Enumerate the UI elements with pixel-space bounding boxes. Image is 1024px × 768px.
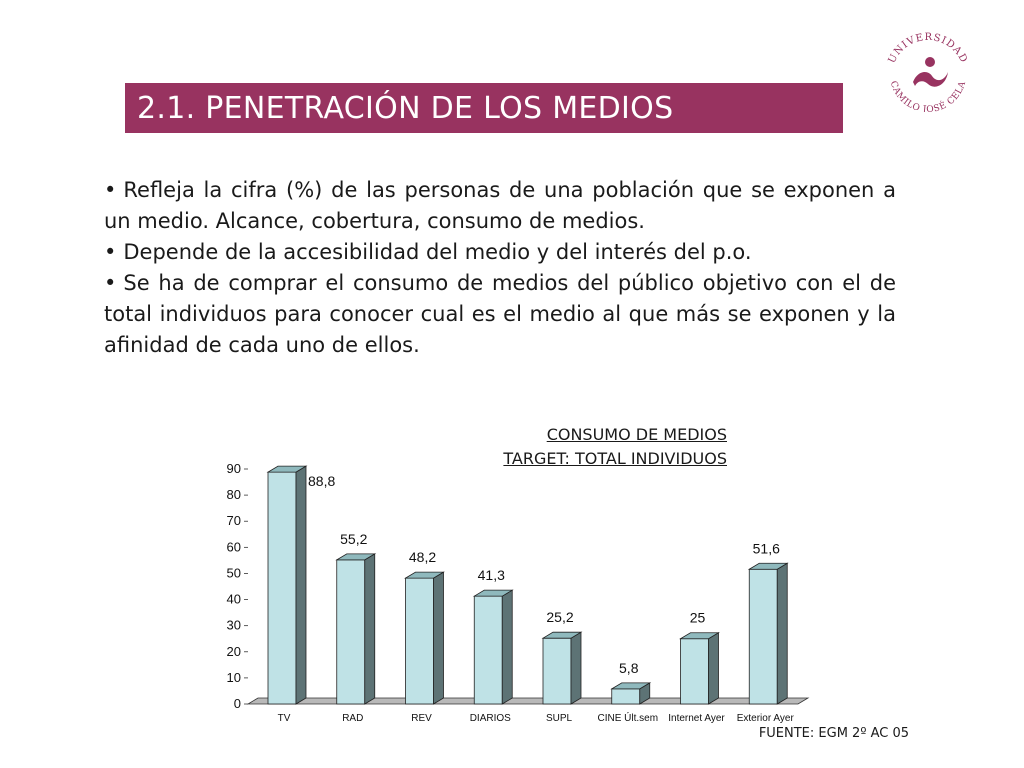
chart-heading: CONSUMO DE MEDIOS TARGET: TOTAL INDIVIDU…: [503, 423, 727, 471]
bar-top: [472, 589, 514, 597]
bar-side: [501, 589, 513, 705]
logo-tilde-icon: [913, 72, 948, 87]
y-tick-label: 20: [227, 644, 241, 659]
logo-text-bottom: CAMILO JOSÉ CELA: [888, 80, 968, 112]
y-tick-label: 50: [227, 565, 241, 580]
chart-heading-line2: TARGET: TOTAL INDIVIDUOS: [503, 449, 727, 468]
x-tick-label: REV: [411, 713, 432, 724]
y-tick-label: 30: [227, 618, 241, 633]
data-label: 55,2: [340, 531, 367, 547]
bullet-item: • Depende de la accesibilidad del medio y…: [104, 237, 896, 268]
bar-top: [335, 553, 377, 561]
bar-side: [776, 562, 788, 705]
y-tick-label: 70: [227, 513, 241, 528]
bullet-list: • Refleja la cifra (%) de las personas de…: [104, 175, 896, 361]
x-tick-label: CINE Últ.sem: [597, 711, 658, 724]
x-tick-label: Internet Ayer: [668, 713, 725, 724]
bar: [267, 471, 297, 705]
data-label: 25,2: [546, 609, 573, 625]
bar: [473, 595, 503, 705]
data-label: 25: [690, 610, 706, 626]
university-logo: UNIVERSIDAD CAMILO JOSÉ CELA: [887, 32, 969, 112]
bar-top: [679, 632, 720, 640]
bar-top: [266, 465, 308, 473]
bar: [542, 637, 572, 705]
chart-heading-line1: CONSUMO DE MEDIOS: [546, 425, 727, 444]
bullet-item: • Se ha de comprar el consumo de medios d…: [104, 268, 896, 361]
data-label: 88,8: [308, 473, 335, 489]
bar: [336, 559, 366, 705]
bar: [748, 568, 778, 705]
data-label: 41,3: [478, 567, 505, 583]
y-tick-label: 40: [227, 592, 241, 607]
y-tick-label: 60: [227, 539, 241, 554]
bar-top: [541, 631, 583, 639]
x-tick-label: DIARIOS: [470, 713, 511, 724]
data-label: 48,2: [409, 549, 436, 565]
bullet-text: Depende de la accesibilidad del medio y …: [123, 240, 752, 264]
bar: [405, 577, 434, 705]
bar-side: [364, 553, 376, 705]
bullet-dot-icon: •: [104, 178, 117, 202]
svg-text:CAMILO JOSÉ CELA: CAMILO JOSÉ CELA: [888, 80, 968, 112]
bar-side: [433, 571, 444, 705]
bullet-dot-icon: •: [104, 271, 117, 295]
page-title: 2.1. PENETRACIÓN DE LOS MEDIOS: [137, 90, 674, 126]
data-label: 5,8: [619, 660, 639, 676]
bullet-text: Refleja la cifra (%) de las personas de …: [104, 178, 896, 233]
bar: [680, 638, 709, 705]
bar-top: [404, 571, 445, 579]
chart-floor: [246, 697, 810, 705]
x-tick-label: RAD: [342, 713, 363, 724]
y-tick-label: 10: [227, 670, 241, 685]
bullet-dot-icon: •: [104, 240, 117, 264]
y-tick-label: 90: [227, 461, 241, 476]
bar-top: [747, 562, 789, 570]
y-tick-label: 80: [227, 487, 241, 502]
data-label: 51,6: [753, 540, 780, 556]
source-note: FUENTE: EGM 2º AC 05: [758, 726, 909, 741]
title-bar: 2.1. PENETRACIÓN DE LOS MEDIOS: [125, 83, 843, 133]
bar: [611, 688, 641, 705]
logo-dot-icon: [925, 57, 935, 67]
bar-side: [570, 631, 582, 705]
media-consumption-chart: 0 10 20 30 40 50 60 70 80 90 88,8 TV 55,2 RAD 48,2 REV 4…: [227, 461, 810, 724]
x-tick-label: Exterior Ayer: [737, 713, 795, 724]
y-tick-label: 0: [234, 696, 241, 711]
bullet-item: • Refleja la cifra (%) de las personas de…: [104, 175, 896, 237]
x-tick-label: TV: [278, 713, 291, 724]
bullet-text: Se ha de comprar el consumo de medios de…: [104, 271, 896, 357]
bar-side: [295, 465, 307, 705]
bar-top: [610, 682, 652, 690]
x-tick-label: SUPL: [546, 713, 573, 724]
bar-side: [708, 632, 719, 705]
